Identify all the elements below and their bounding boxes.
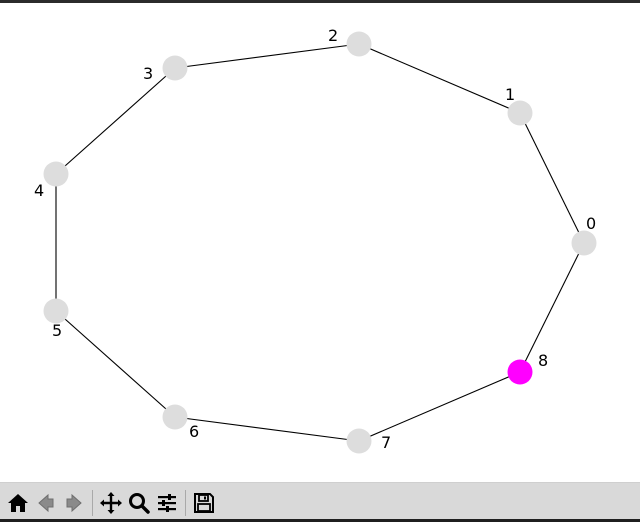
floppy-disk-icon: [194, 492, 214, 513]
back-button[interactable]: [32, 487, 60, 519]
save-button[interactable]: [190, 487, 218, 519]
toolbar-separator: [92, 489, 93, 516]
edge-2-3: [174, 43, 360, 69]
move-icon: [100, 491, 122, 514]
node-1: [507, 100, 533, 126]
pan-button[interactable]: [97, 487, 125, 519]
node-label-8: 8: [538, 351, 548, 370]
window-bottom-border: [0, 519, 640, 522]
node-label-5: 5: [52, 321, 62, 340]
navigation-toolbar: [0, 482, 640, 522]
node-6: [162, 404, 188, 430]
node-label-1: 1: [505, 85, 515, 104]
labels-layer: 0 1 2 3 4 5 6 7 8: [34, 26, 596, 452]
node-7: [346, 428, 372, 454]
node-5: [43, 298, 69, 324]
edge-0-1: [519, 112, 585, 244]
node-label-0: 0: [586, 214, 596, 233]
edge-6-7: [174, 416, 360, 442]
edge-3-4: [55, 67, 176, 175]
back-arrow-icon: [38, 493, 54, 512]
graph-plot: 0 1 2 3 4 5 6 7 8: [34, 26, 597, 454]
edge-7-8: [358, 371, 521, 442]
node-2: [346, 31, 372, 57]
edge-1-2: [358, 43, 521, 114]
edge-5-6: [55, 310, 176, 418]
node-label-3: 3: [143, 64, 153, 83]
forward-button[interactable]: [60, 487, 88, 519]
nodes-layer: [43, 31, 597, 454]
edges-layer: [55, 43, 585, 442]
home-icon: [8, 493, 28, 512]
edge-8-0: [519, 242, 585, 373]
toolbar-separator: [185, 489, 186, 516]
home-button[interactable]: [4, 487, 32, 519]
node-label-6: 6: [189, 422, 199, 441]
forward-arrow-icon: [66, 493, 82, 512]
sliders-icon: [158, 493, 176, 512]
plot-canvas[interactable]: 0 1 2 3 4 5 6 7 8: [0, 3, 640, 482]
magnifier-icon: [129, 492, 150, 514]
configure-subplots-button[interactable]: [153, 487, 181, 519]
window-top-border: [0, 0, 640, 3]
node-4: [43, 161, 69, 187]
node-label-4: 4: [34, 181, 44, 200]
node-label-7: 7: [381, 433, 391, 452]
node-0: [571, 230, 597, 256]
node-8: [507, 359, 533, 385]
node-3: [162, 55, 188, 81]
zoom-button[interactable]: [125, 487, 153, 519]
node-label-2: 2: [328, 26, 338, 45]
